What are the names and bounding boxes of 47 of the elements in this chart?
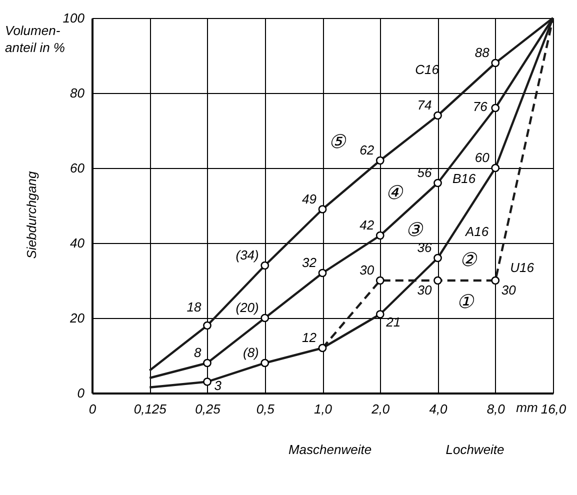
text: mm: [516, 400, 538, 415]
y-tick-label: 60: [70, 160, 86, 176]
data-label: (20): [236, 300, 259, 315]
data-label: (8): [242, 345, 259, 360]
data-label: 76: [472, 99, 488, 114]
x-tick-label: 0,5: [256, 402, 276, 416]
x-tick-label: 4,0: [429, 402, 448, 416]
data-label: 30: [501, 282, 517, 298]
data-label: 3: [214, 378, 222, 393]
y-tick-label: 0: [77, 386, 86, 400]
y-tick-label: 40: [70, 236, 86, 250]
y-tick-label: 100: [62, 10, 86, 26]
x-tick-label: 0,125: [134, 402, 168, 416]
data-label: 42: [360, 218, 375, 232]
data-label: 88: [474, 45, 490, 60]
y-tick-label: 80: [70, 86, 86, 100]
data-label: 30: [417, 282, 433, 298]
data-label: 12: [302, 330, 318, 345]
data-label: 18: [186, 300, 202, 314]
annotation: ①: [456, 292, 474, 313]
text: Volumen-anteil in %: [5, 23, 65, 55]
annotation: ④: [386, 183, 404, 204]
x-tick-label: 0,25: [195, 402, 222, 416]
x-tick-label: 8,0: [486, 402, 506, 416]
x-tick-label: 16,0: [540, 402, 567, 416]
y-tick-label: 20: [69, 310, 86, 326]
text: C16: [415, 62, 440, 77]
x-tick-label: 2,0: [370, 402, 390, 416]
data-label: 32: [302, 255, 318, 270]
data-label: 49: [302, 191, 316, 206]
x-tick-label: 1,0: [314, 402, 333, 416]
series-label: A16: [464, 224, 490, 239]
data-label: (34): [236, 248, 259, 262]
data-label: 60: [474, 150, 490, 165]
data-label: 30: [360, 262, 375, 278]
data-label: 74: [417, 98, 432, 112]
x-tick-label: 0: [88, 402, 97, 416]
annotation: ③: [406, 220, 424, 241]
x-axis-title: Maschenweite: [288, 442, 372, 457]
data-label: 62: [360, 142, 375, 158]
y-axis-title: Siebdurchgang: [24, 170, 39, 259]
annotation: ⑤: [328, 132, 346, 153]
series-label: U16: [510, 260, 535, 275]
data-label: 8: [194, 345, 202, 360]
text: Lochweite: [446, 442, 504, 457]
series-label: B16: [452, 171, 476, 186]
annotation: ②: [460, 250, 478, 271]
